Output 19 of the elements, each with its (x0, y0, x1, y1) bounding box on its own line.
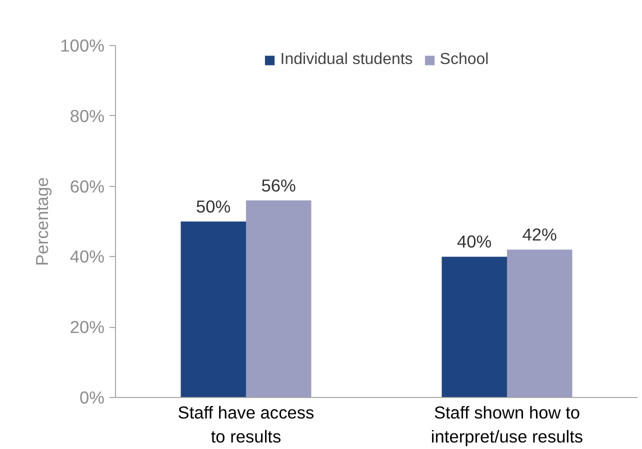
bar (180, 222, 246, 398)
x-tick-label: Staff have access to results (178, 402, 315, 446)
y-tick-label: 0% (79, 388, 104, 408)
y-tick-label: 80% (70, 106, 105, 126)
data-label: 56% (261, 175, 296, 196)
x-tick-label: Staff shown how to interpret/use results (430, 402, 584, 446)
y-axis-title: Percentage (32, 177, 52, 266)
legend-label: School (440, 51, 489, 69)
data-label: 50% (196, 196, 231, 216)
data-label: 42% (522, 224, 557, 245)
y-tick-label: 40% (70, 246, 105, 267)
y-tick-label: 60% (70, 176, 105, 196)
bar (246, 200, 312, 398)
y-tick-label: 20% (70, 317, 105, 338)
bar (507, 250, 572, 398)
bar (442, 256, 507, 398)
data-label: 40% (457, 232, 492, 252)
legend-label: Individual students (280, 51, 413, 69)
y-tick-label: 100% (60, 36, 105, 56)
